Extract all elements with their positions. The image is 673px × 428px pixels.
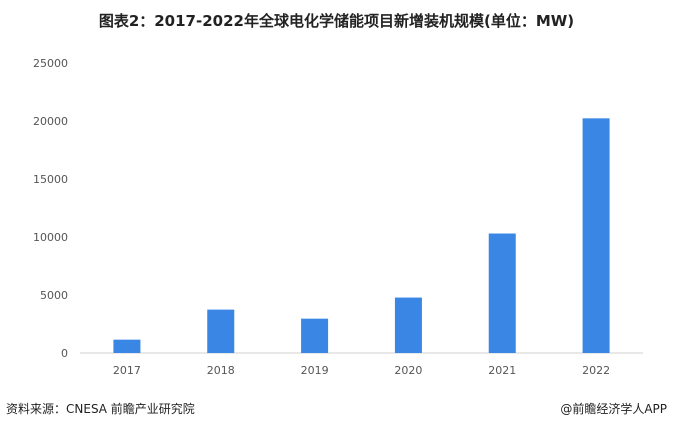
- y-tick-label: 20000: [33, 115, 68, 128]
- bar-2020: [394, 297, 422, 353]
- bar-2018: [207, 309, 235, 353]
- x-tick-label: 2022: [582, 364, 610, 377]
- bar-2019: [301, 318, 329, 353]
- x-tick-label: 2021: [488, 364, 516, 377]
- chart-title: 图表2：2017-2022年全球电化学储能项目新增装机规模(单位：MW): [98, 12, 575, 30]
- bar-2022: [582, 118, 610, 353]
- x-tick-label: 2018: [207, 364, 235, 377]
- x-tick-label: 2019: [301, 364, 329, 377]
- y-tick-label: 10000: [33, 231, 68, 244]
- x-tick-label: 2017: [113, 364, 141, 377]
- source-note: 资料来源：CNESA 前瞻产业研究院: [6, 402, 195, 416]
- bar-2021: [488, 233, 516, 353]
- y-tick-label: 25000: [33, 57, 68, 70]
- y-tick-label: 15000: [33, 173, 68, 186]
- y-tick-label: 0: [61, 347, 68, 360]
- bar-2017: [113, 339, 141, 353]
- brand-label: @前瞻经济学人APP: [560, 402, 667, 416]
- x-tick-label: 2020: [394, 364, 422, 377]
- y-tick-label: 5000: [40, 289, 68, 302]
